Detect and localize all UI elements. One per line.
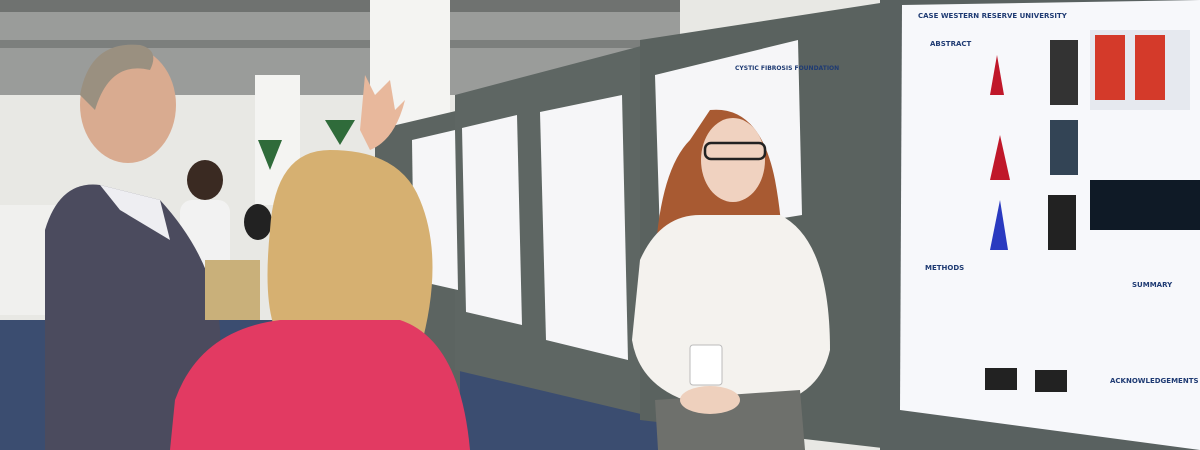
- poster-section: ACKNOWLEDGEMENTS: [1110, 377, 1199, 385]
- folder: [205, 260, 260, 320]
- hands: [680, 386, 740, 414]
- poster-plot: [990, 55, 1004, 95]
- poster-figure: [1048, 195, 1076, 250]
- tree: [325, 120, 355, 145]
- poster-figure: [985, 368, 1017, 390]
- poster-figure: [1035, 370, 1067, 392]
- poster-figure: [1050, 120, 1078, 175]
- person-head: [244, 204, 272, 240]
- poster-sponsor: CYSTIC FIBROSIS FOUNDATION: [735, 65, 839, 72]
- poster-figure: [1050, 40, 1078, 105]
- man-suit: [45, 184, 225, 450]
- poster-figure: [1135, 35, 1165, 100]
- poster-section: SUMMARY: [1132, 281, 1173, 289]
- poster-plot: [990, 200, 1008, 250]
- man-shirt: [100, 185, 170, 240]
- poster: [540, 95, 628, 360]
- ceiling-beam: [0, 0, 680, 12]
- woman-jacket: [170, 320, 470, 450]
- tree: [258, 140, 282, 170]
- badge: [689, 344, 723, 386]
- poster: [462, 115, 522, 325]
- presenter-blouse: [632, 215, 830, 405]
- person-head: [187, 160, 223, 200]
- poster-figure: [1090, 180, 1200, 230]
- ceiling-beam: [0, 40, 680, 48]
- poster-section: ABSTRACT: [930, 40, 972, 48]
- poster-plot: [990, 135, 1010, 180]
- poster-institution: CASE WESTERN RESERVE UNIVERSITY: [918, 12, 1068, 20]
- raised-hand: [360, 75, 405, 150]
- glasses: [703, 141, 767, 161]
- poster-figure: [1095, 35, 1125, 100]
- man-hair: [80, 44, 154, 111]
- woman-hair: [267, 150, 433, 350]
- poster-section: METHODS: [925, 264, 964, 272]
